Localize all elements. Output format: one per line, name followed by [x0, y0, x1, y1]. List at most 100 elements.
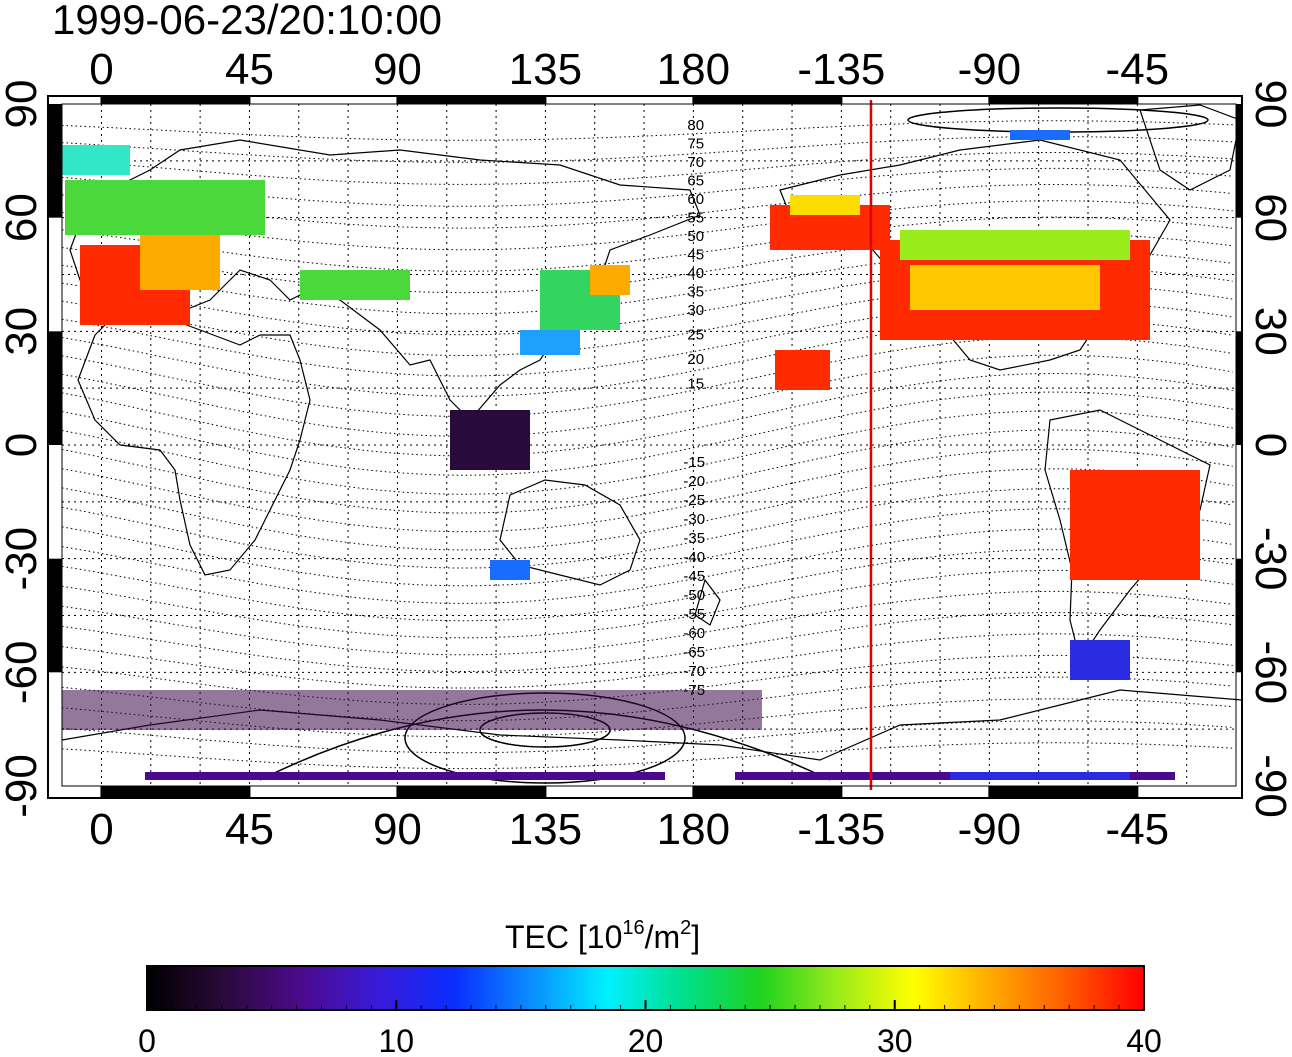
contour-label: -45	[683, 568, 705, 585]
coastline-africa	[77, 309, 311, 576]
tec-patch-na-central	[910, 265, 1100, 310]
contour-label: -70	[683, 663, 705, 680]
coastline-greenland	[1139, 104, 1241, 191]
axis-ticks	[48, 96, 1242, 798]
contour-label: -30	[683, 511, 705, 528]
tec-patch-japan-north	[590, 265, 630, 295]
tec-patch-antarctic-blue	[950, 772, 1130, 780]
contour-label: 60	[687, 191, 704, 208]
tec-patch-canada	[900, 230, 1130, 260]
x-tick-label-top: 45	[225, 45, 274, 94]
y-tick-label-left: -90	[0, 754, 46, 818]
contour-mlat	[61, 120, 1233, 141]
contour-mlat	[61, 742, 1233, 770]
colorbar: TEC [1016/m2] 0 10 20 30 40	[138, 917, 1162, 1057]
frame-segment-bottom	[693, 786, 842, 798]
contour-mlat	[61, 508, 1233, 587]
frame-segment-bottom	[101, 786, 250, 798]
frame-segment-left	[48, 104, 62, 218]
contour-label: -15	[683, 454, 705, 471]
y-tick-label-left: 60	[0, 193, 46, 242]
y-tick-label-left: -30	[0, 527, 46, 591]
contour-label: 20	[687, 351, 704, 368]
y-tick-label-right: 60	[1246, 193, 1292, 242]
colorbar-ticks: 0 10 20 30 40	[138, 1000, 1162, 1057]
contour-mlat	[61, 391, 1233, 476]
contour-mlat	[61, 468, 1233, 551]
contour-label: 70	[687, 154, 704, 171]
contour-label: -50	[683, 587, 705, 604]
colorbar-tick-label: 30	[877, 1023, 913, 1057]
contour-label: 50	[687, 228, 704, 245]
contour-mlat	[61, 488, 1233, 569]
frame-segment-left	[48, 331, 62, 445]
contour-label: -35	[683, 530, 705, 547]
x-tick-labels-bottom: 0 45 90 135 180 -135 -90 -45	[89, 805, 1169, 854]
contour-label: -25	[683, 492, 705, 509]
x-tick-label-bottom: -90	[958, 805, 1022, 854]
tec-patch-hawaii	[775, 350, 830, 390]
contour-label: -40	[683, 549, 705, 566]
x-tick-label-bottom: 0	[89, 805, 113, 854]
contour-mlat	[61, 336, 1233, 417]
x-tick-label-top: -45	[1106, 45, 1170, 94]
contour-mlat	[61, 633, 1233, 689]
tec-patch-arctic-ca	[1010, 130, 1070, 140]
contour-mlat	[61, 152, 1233, 185]
contour-label: -60	[683, 625, 705, 642]
x-tick-label-bottom: 180	[657, 805, 730, 854]
y-tick-label-right: -60	[1246, 641, 1292, 705]
contour-label: -20	[683, 473, 705, 490]
frame-segment-top	[101, 96, 250, 104]
y-tick-label-left: 30	[0, 307, 46, 356]
contour-mlat	[61, 429, 1233, 514]
y-tick-label-right: -90	[1246, 754, 1292, 818]
contour-label: 55	[687, 210, 704, 227]
tec-patch-se-asia	[450, 410, 530, 470]
y-tick-label-right: 30	[1246, 307, 1292, 356]
contour-label: 35	[687, 284, 704, 301]
y-tick-label-right: 0	[1246, 433, 1292, 457]
frame-segment-left	[48, 558, 62, 673]
tec-patch-china	[520, 330, 580, 355]
contour-label: 65	[687, 173, 704, 190]
colorbar-tick-label: 40	[1126, 1023, 1162, 1057]
tec-patch-antarctic-band-west	[145, 772, 665, 780]
contour-mlat	[61, 410, 1233, 495]
contour-mlat	[61, 266, 1233, 336]
y-tick-labels-left: 90 60 30 0 -30 -60 -90	[0, 80, 46, 818]
contour-label: 40	[687, 265, 704, 282]
coastline-australia	[499, 479, 641, 586]
contour-mlat	[61, 448, 1233, 533]
coastline-new-zealand	[694, 578, 721, 626]
map-border	[47, 95, 1243, 799]
frame-segment-top	[989, 96, 1138, 104]
contour-label: 30	[687, 302, 704, 319]
x-tick-label-top: 135	[509, 45, 582, 94]
contour-labels: 8075706560555045403530252015-15-20-25-30…	[683, 117, 705, 699]
contour-label: -55	[683, 606, 705, 623]
x-tick-label-bottom: 90	[373, 805, 422, 854]
x-tick-label-bottom: 135	[509, 805, 582, 854]
map-title: 1999-06-23/20:10:00	[52, 0, 442, 43]
x-tick-labels-top: 0 45 90 135 180 -135 -90 -45	[89, 45, 1169, 94]
x-tick-label-top: 0	[89, 45, 113, 94]
frame-segment-top	[397, 96, 546, 104]
contour-label: 25	[687, 327, 704, 344]
contour-mlat	[61, 720, 1233, 754]
tec-patch-brazil	[1070, 470, 1200, 580]
colorbar-title: TEC [1016/m2]	[505, 917, 700, 955]
x-tick-label-bottom: -45	[1106, 805, 1170, 854]
x-tick-label-bottom: 45	[225, 805, 274, 854]
y-tick-labels-right: 90 60 30 0 -30 -60 -90	[1246, 80, 1292, 818]
tec-patch-antarctic-coast	[62, 690, 762, 730]
contour-label: 15	[687, 376, 704, 393]
coastline-eurasia	[69, 139, 701, 421]
frame-segment-right	[1236, 558, 1242, 673]
x-tick-label-top: -135	[797, 45, 885, 94]
tec-patch-europe-north	[65, 180, 265, 235]
coastline-south-america	[1044, 409, 1211, 662]
contour-label: 75	[687, 136, 704, 153]
map-panel: 0 45 90 135 180 -135 -90 -45 0 45 90 135 180 -135 -90…	[0, 45, 1292, 854]
contour-mlat	[61, 354, 1233, 437]
